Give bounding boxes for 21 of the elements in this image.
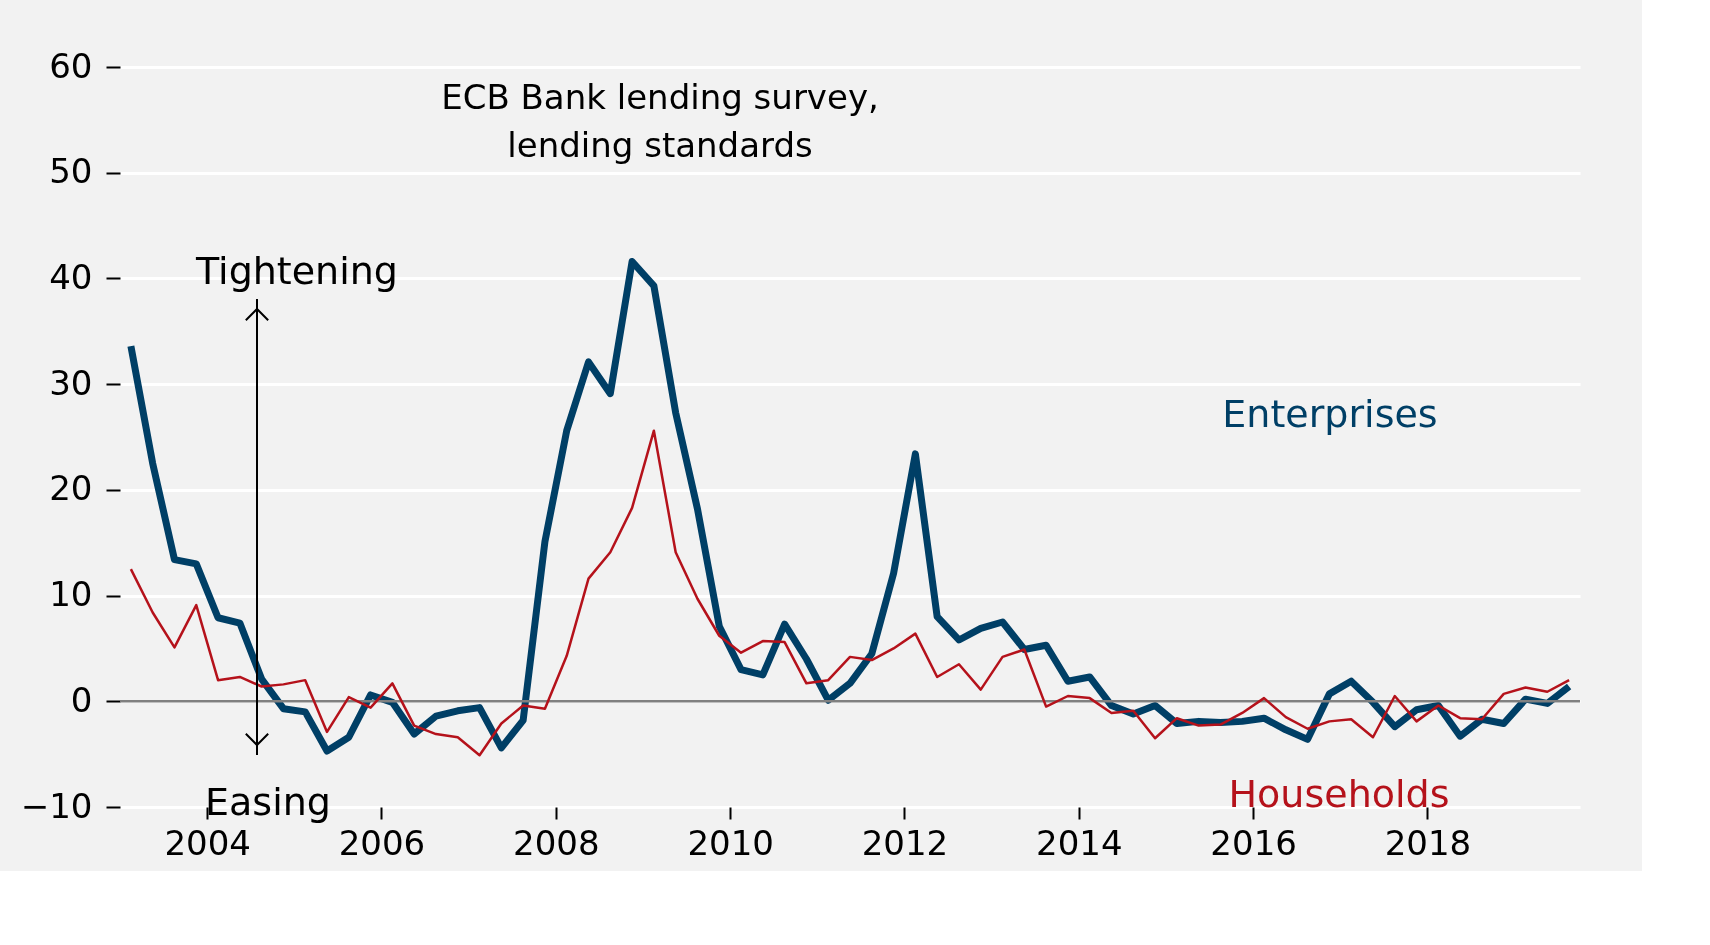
x-tick-label: 2018 [1384,822,1472,863]
x-tick-label: 2004 [164,822,251,863]
y-tick-label: 30 [49,362,93,403]
annotation: Easing [205,780,331,824]
annotation: Tightening [195,249,398,293]
y-tick-label: 60 [49,45,93,86]
text: ECB Bank lending survey, lending standards [441,77,879,165]
y-tick-label: 50 [49,151,93,192]
x-tick-label: 2014 [1036,822,1123,863]
y-tick-label: 40 [49,256,93,297]
text: Enterprises [1222,392,1438,436]
x-tick-label: 2010 [687,822,774,863]
x-tick-label: 2016 [1210,822,1297,863]
y-tick-label: −10 [20,785,93,826]
x-tick-label: 2006 [338,822,426,863]
y-tick-label: 0 [70,679,93,720]
y-tick-label: 20 [49,468,93,509]
series-label: Households [1228,772,1450,816]
y-tick-label: 10 [49,574,93,615]
x-tick-label: 2008 [513,822,600,863]
x-tick-label: 2012 [861,822,949,863]
